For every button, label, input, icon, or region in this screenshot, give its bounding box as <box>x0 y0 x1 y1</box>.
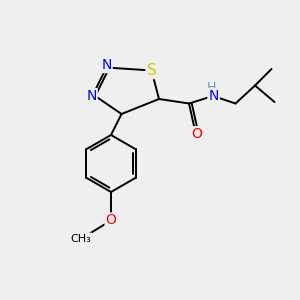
Text: N: N <box>86 89 97 103</box>
Text: H: H <box>207 81 216 94</box>
Text: O: O <box>191 127 202 141</box>
Text: O: O <box>106 214 116 227</box>
Text: S: S <box>147 63 156 78</box>
Text: CH₃: CH₃ <box>70 233 92 244</box>
Text: N: N <box>208 89 219 103</box>
Text: N: N <box>101 58 112 72</box>
